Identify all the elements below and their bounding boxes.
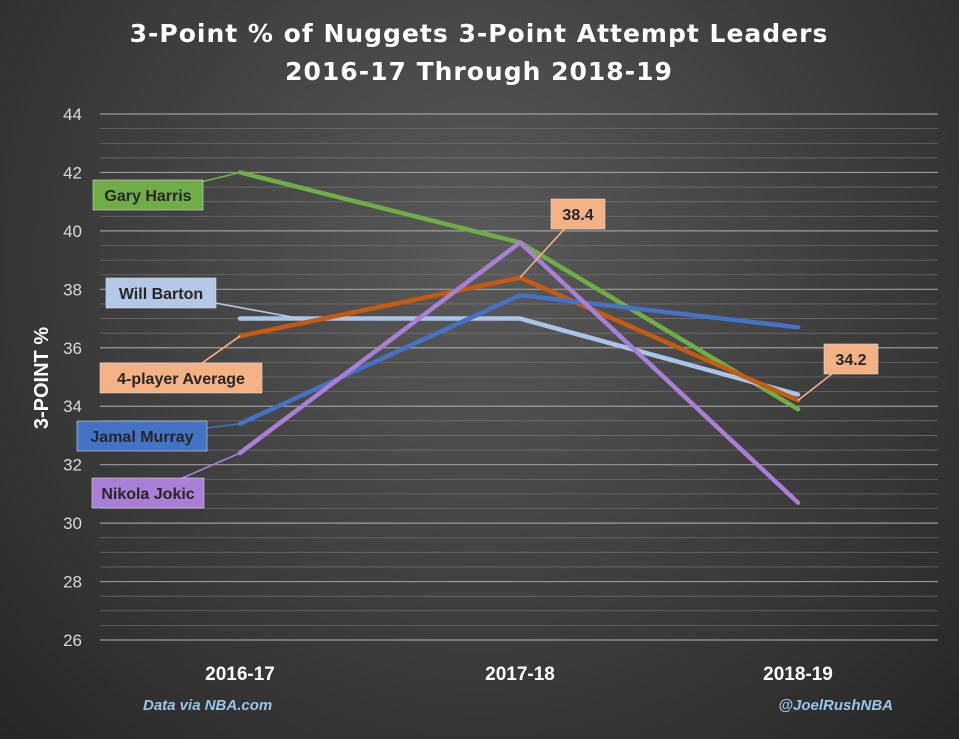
callout-4-player-average-box	[99, 362, 263, 394]
y-tick-label: 30	[63, 514, 82, 533]
data-label-4-player-average-2-text: 34.2	[835, 352, 866, 369]
chart-title-line-1: 3-Point % of Nuggets 3-Point Attempt Lea…	[130, 19, 829, 48]
callout-gary-harris-box	[92, 179, 204, 211]
y-tick-label: 38	[63, 280, 82, 299]
y-tick-label: 36	[63, 339, 82, 358]
chart-title-line-2: 2016-17 Through 2018-19	[285, 57, 673, 86]
callout-nikola-jokic-text: Nikola Jokic	[101, 486, 194, 503]
y-tick-label: 26	[63, 631, 82, 650]
y-axis-ticks: 26 28 30 32 34 36 38 40 42 44	[63, 105, 82, 650]
x-tick-label: 2018-19	[763, 664, 833, 685]
x-tick-label: 2016-17	[205, 664, 275, 685]
callout-jamal-murray-box	[76, 420, 208, 452]
y-tick-label: 40	[63, 222, 82, 241]
callout-gary-harris-text: Gary Harris	[104, 188, 191, 205]
y-axis-label: 3-POINT %	[31, 327, 53, 429]
y-tick-label: 44	[63, 105, 82, 124]
callout-will-barton-text: Will Barton	[119, 286, 203, 303]
y-tick-label: 32	[63, 456, 82, 475]
x-tick-label: 2017-18	[485, 664, 555, 685]
footer-credit: @JoelRushNBA	[778, 697, 893, 714]
series-line-nikola-jokic	[237, 240, 801, 505]
gridlines	[100, 113, 938, 641]
footer-source: Data via NBA.com	[143, 697, 272, 714]
callout-nikola-jokic-box	[91, 477, 205, 509]
data-label-4-player-average-1-text: 38.4	[562, 207, 593, 224]
x-axis-ticks: 2016-17 2017-18 2018-19	[205, 664, 833, 685]
callout-will-barton-box	[105, 277, 217, 309]
y-tick-label: 28	[63, 573, 82, 592]
callout-4-player-average-text: 4-player Average	[117, 371, 245, 388]
callout-jamal-murray-text: Jamal Murray	[90, 429, 193, 446]
y-tick-label: 34	[63, 397, 82, 416]
series-lines	[237, 170, 801, 505]
data-label-4-player-average-2-box	[823, 343, 879, 375]
callouts: Gary Harris Will Barton 4-player Average Ja…	[76, 171, 879, 509]
y-tick-label: 42	[63, 163, 82, 182]
data-label-4-player-average-1-box	[550, 198, 606, 230]
